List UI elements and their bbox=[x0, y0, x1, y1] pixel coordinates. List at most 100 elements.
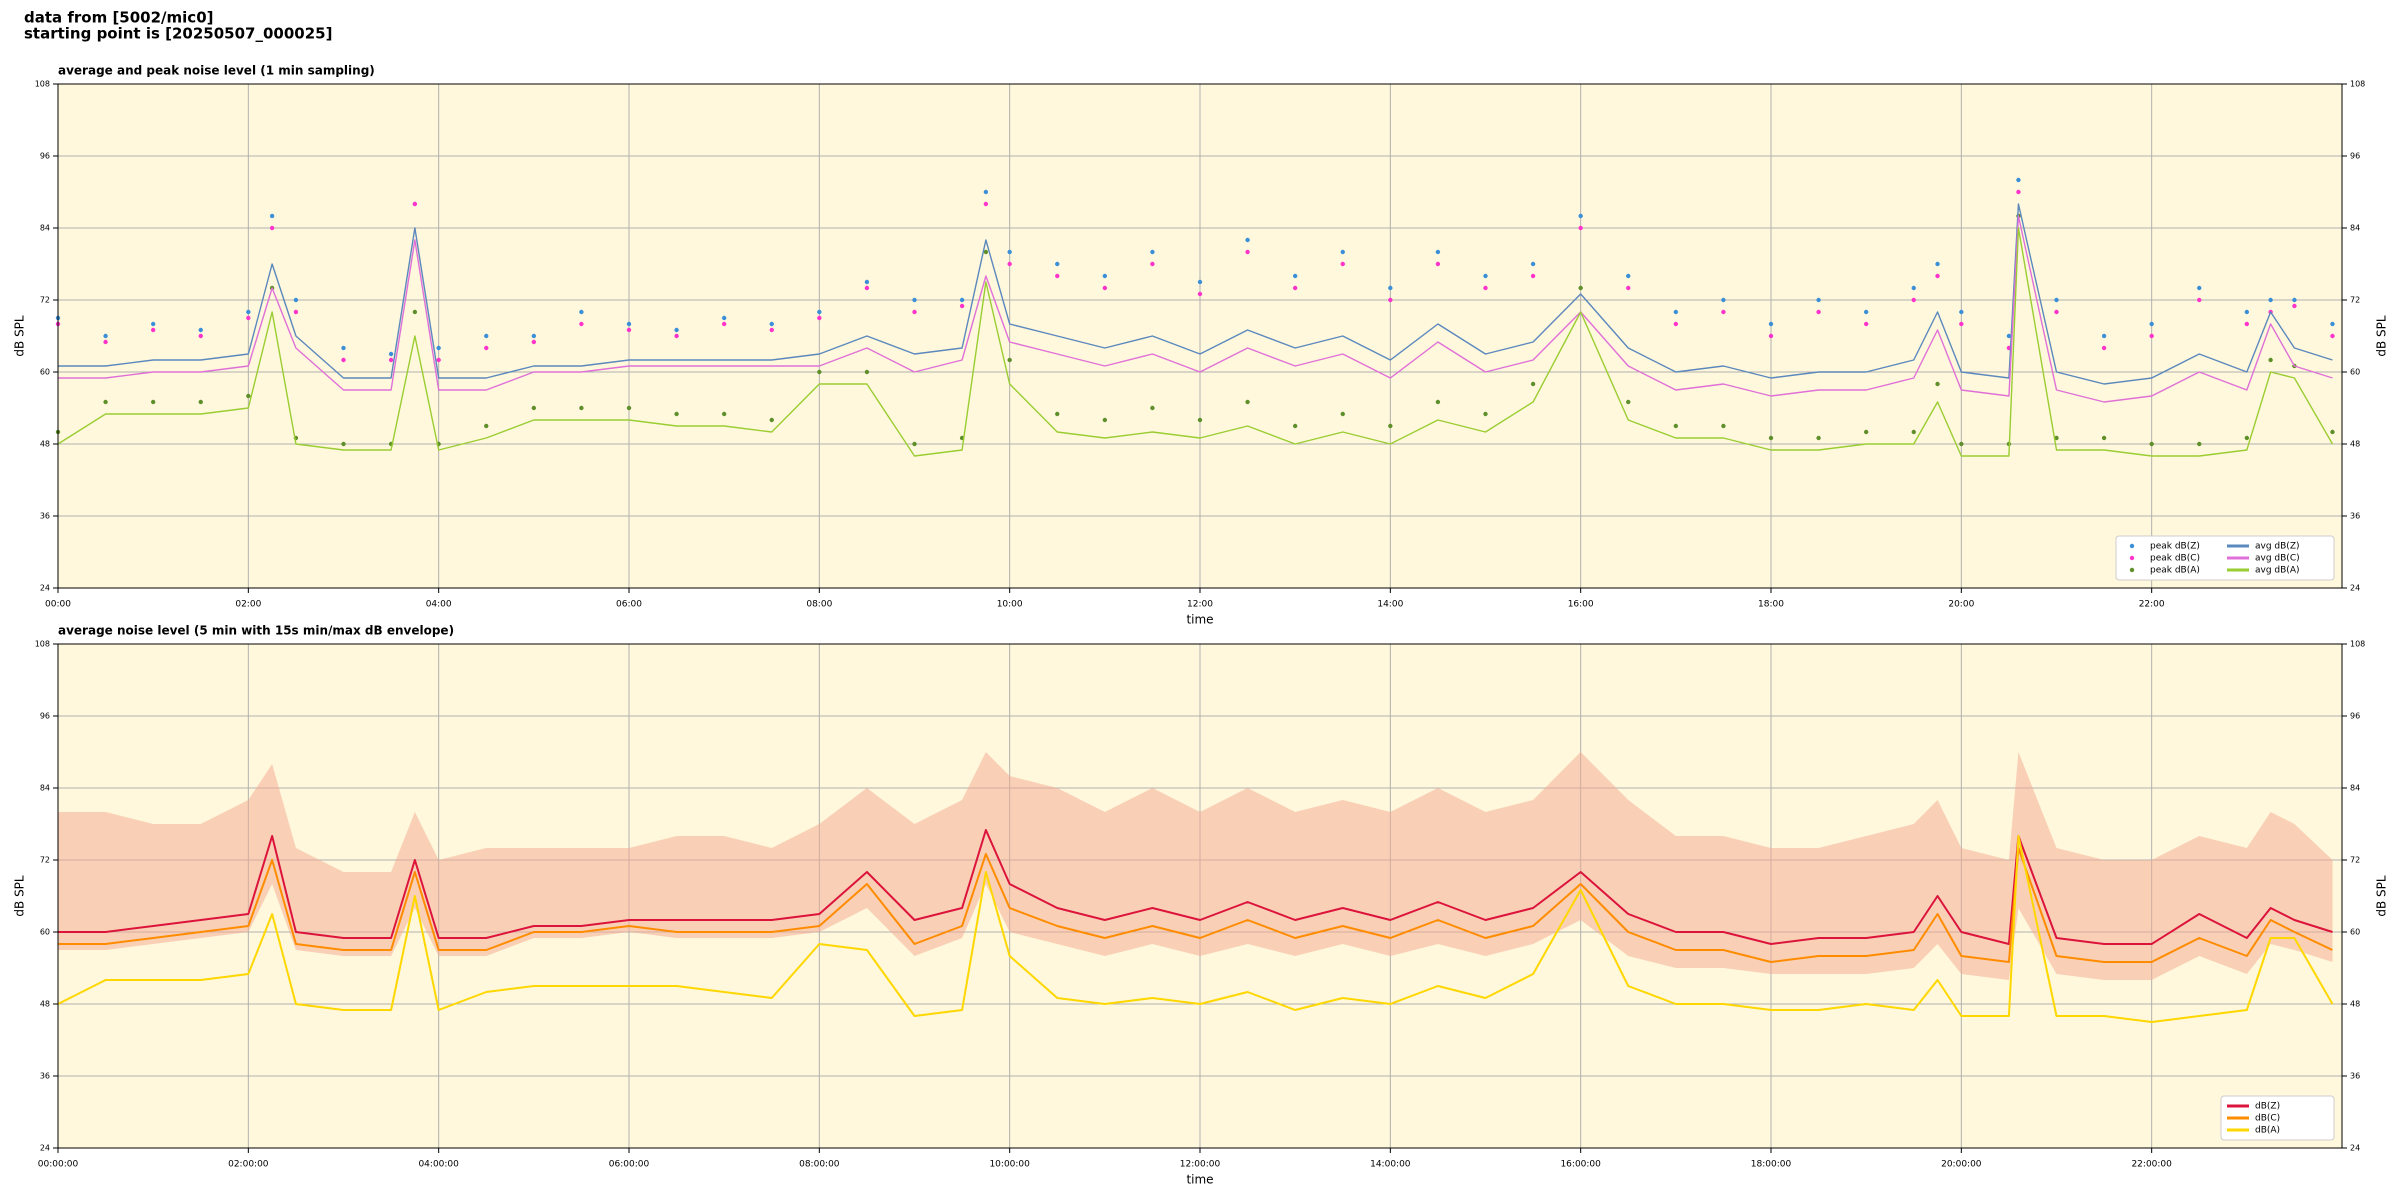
peak-dot bbox=[1911, 297, 1916, 303]
peak-dot bbox=[1055, 273, 1060, 279]
peak-dot bbox=[959, 303, 965, 309]
x-tick-label: 00:00 bbox=[45, 600, 71, 610]
chart-title: average and peak noise level (1 min samp… bbox=[58, 64, 375, 78]
legend-label: peak dB(Z) bbox=[2150, 542, 2200, 552]
peak-dot bbox=[1673, 309, 1679, 315]
legend-marker bbox=[2129, 555, 2135, 561]
peak-dot bbox=[341, 441, 346, 447]
y-tick-label: 48 bbox=[40, 1000, 50, 1009]
peak-dot bbox=[817, 369, 822, 375]
peak-dot bbox=[1935, 261, 1940, 267]
peak-dot bbox=[1768, 321, 1774, 327]
peak-dot bbox=[1245, 249, 1250, 255]
peak-dot bbox=[579, 321, 584, 327]
peak-dot bbox=[1911, 429, 1916, 435]
peak-dot bbox=[2244, 309, 2250, 315]
peak-dot bbox=[1578, 285, 1583, 291]
x-tick-label: 08:00 bbox=[806, 600, 832, 610]
x-tick-label: 14:00:00 bbox=[1370, 1160, 1411, 1170]
peak-dot bbox=[721, 411, 727, 417]
y-tick-label: 36 bbox=[2350, 512, 2360, 521]
peak-dot bbox=[674, 327, 679, 333]
y-tick-label: 84 bbox=[2350, 784, 2360, 793]
peak-dot bbox=[1197, 291, 1203, 297]
peak-dot bbox=[1340, 249, 1345, 255]
peak-dot bbox=[1197, 279, 1203, 285]
peak-dot bbox=[1292, 285, 1298, 291]
plot-frame bbox=[57, 83, 2343, 589]
peak-dot bbox=[1483, 285, 1488, 291]
peak-dot bbox=[1483, 411, 1488, 417]
legend-label: dB(Z) bbox=[2255, 1102, 2280, 1112]
peak-dot bbox=[531, 339, 537, 345]
peak-dot bbox=[484, 333, 489, 339]
peak-dot bbox=[269, 225, 275, 231]
peak-dot bbox=[341, 345, 346, 351]
peak-dot bbox=[1150, 249, 1155, 255]
header-line: starting point is [20250507_000025] bbox=[24, 25, 332, 43]
x-tick-label: 10:00:00 bbox=[989, 1160, 1030, 1170]
y-axis-label: dB SPL bbox=[2375, 315, 2389, 357]
x-tick-label: 18:00:00 bbox=[1751, 1160, 1792, 1170]
chart-title: average noise level (5 min with 15s min/… bbox=[58, 624, 454, 638]
peak-dot bbox=[388, 351, 394, 357]
peak-dot bbox=[436, 357, 441, 363]
peak-dot bbox=[1292, 273, 1298, 279]
peak-dot bbox=[103, 339, 108, 345]
y-axis-label: dB SPL bbox=[13, 875, 27, 917]
peak-dot bbox=[412, 201, 418, 207]
x-tick-label: 00:00:00 bbox=[38, 1160, 79, 1170]
y-tick-label: 84 bbox=[40, 784, 50, 793]
peak-dot bbox=[2016, 189, 2021, 195]
peak-dot bbox=[293, 309, 299, 315]
peak-dot bbox=[1816, 297, 1821, 303]
peak-dot bbox=[2268, 357, 2273, 363]
legend-marker bbox=[2129, 567, 2135, 573]
peak-dot bbox=[1530, 261, 1536, 267]
peak-dot bbox=[2101, 333, 2107, 339]
peak-dot bbox=[341, 357, 346, 363]
peak-dot bbox=[2149, 441, 2154, 447]
y-tick-label: 48 bbox=[2350, 440, 2360, 449]
peak-dot bbox=[1340, 261, 1345, 267]
peak-dot bbox=[2197, 297, 2202, 303]
peak-dot bbox=[2292, 297, 2297, 303]
peak-dot bbox=[1768, 435, 1774, 441]
legend-box bbox=[2115, 535, 2335, 581]
peak-dot bbox=[626, 321, 632, 327]
y-axis-label: dB SPL bbox=[13, 315, 27, 357]
y-tick-label: 96 bbox=[40, 712, 50, 721]
peak-dot bbox=[484, 423, 489, 429]
peak-dot bbox=[531, 405, 537, 411]
y-tick-label: 108 bbox=[2350, 80, 2365, 89]
y-tick-label: 36 bbox=[40, 512, 50, 521]
peak-dot bbox=[721, 315, 727, 321]
peak-dot bbox=[1102, 273, 1108, 279]
legend-label: avg dB(A) bbox=[2255, 566, 2299, 576]
series-line bbox=[57, 835, 2334, 1023]
peak-dot bbox=[983, 189, 989, 195]
y-tick-label: 60 bbox=[40, 928, 50, 937]
y-tick-label: 36 bbox=[2350, 1072, 2360, 1081]
peak-dot bbox=[531, 333, 537, 339]
peak-dot bbox=[1007, 357, 1012, 363]
peak-dot bbox=[1483, 273, 1488, 279]
peak-dot bbox=[769, 321, 774, 327]
x-tick-label: 20:00 bbox=[1948, 600, 1974, 610]
peak-dot bbox=[2101, 345, 2107, 351]
peak-dot bbox=[912, 309, 917, 315]
y-tick-label: 24 bbox=[2350, 1144, 2360, 1153]
peak-dot bbox=[150, 321, 156, 327]
peak-dot bbox=[959, 297, 965, 303]
peak-dot bbox=[246, 315, 251, 321]
y-tick-label: 60 bbox=[2350, 928, 2360, 937]
legend-label: avg dB(Z) bbox=[2255, 542, 2300, 552]
peak-dot bbox=[2101, 435, 2107, 441]
y-tick-label: 60 bbox=[2350, 368, 2360, 377]
x-tick-label: 22:00:00 bbox=[2131, 1160, 2172, 1170]
peak-dot bbox=[1007, 261, 1012, 267]
y-tick-label: 108 bbox=[35, 640, 50, 649]
y-tick-label: 108 bbox=[2350, 640, 2365, 649]
peak-dot bbox=[1388, 423, 1393, 429]
x-tick-label: 02:00:00 bbox=[228, 1160, 269, 1170]
